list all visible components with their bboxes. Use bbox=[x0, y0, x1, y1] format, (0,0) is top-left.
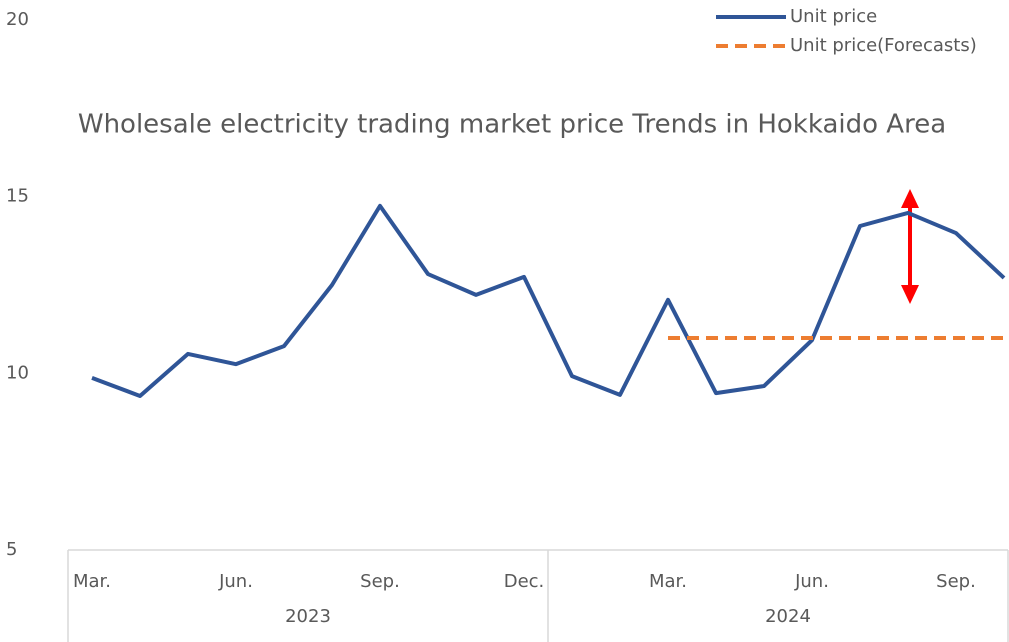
x-tick-label: Dec. bbox=[504, 571, 545, 592]
chart-title: Wholesale electricity trading market pri… bbox=[78, 110, 946, 140]
y-tick-label: 15 bbox=[6, 186, 29, 207]
x-tick-label: Jun. bbox=[794, 571, 829, 592]
annotation-arrow bbox=[901, 189, 919, 304]
y-tick-label: 20 bbox=[6, 9, 29, 30]
year-label: 2023 bbox=[285, 606, 331, 627]
legend-label: Unit price(Forecasts) bbox=[790, 35, 977, 56]
x-tick-label: Sep. bbox=[936, 571, 976, 592]
x-tick-label: Jun. bbox=[218, 571, 253, 592]
y-tick-label: 5 bbox=[6, 539, 17, 560]
y-tick-label: 10 bbox=[6, 362, 29, 383]
legend-label: Unit price bbox=[790, 6, 877, 27]
x-tick-label: Mar. bbox=[649, 571, 687, 592]
year-label: 2024 bbox=[765, 606, 811, 627]
series-line bbox=[91, 203, 1006, 398]
x-tick-label: Sep. bbox=[360, 571, 400, 592]
x-tick-label: Mar. bbox=[73, 571, 111, 592]
